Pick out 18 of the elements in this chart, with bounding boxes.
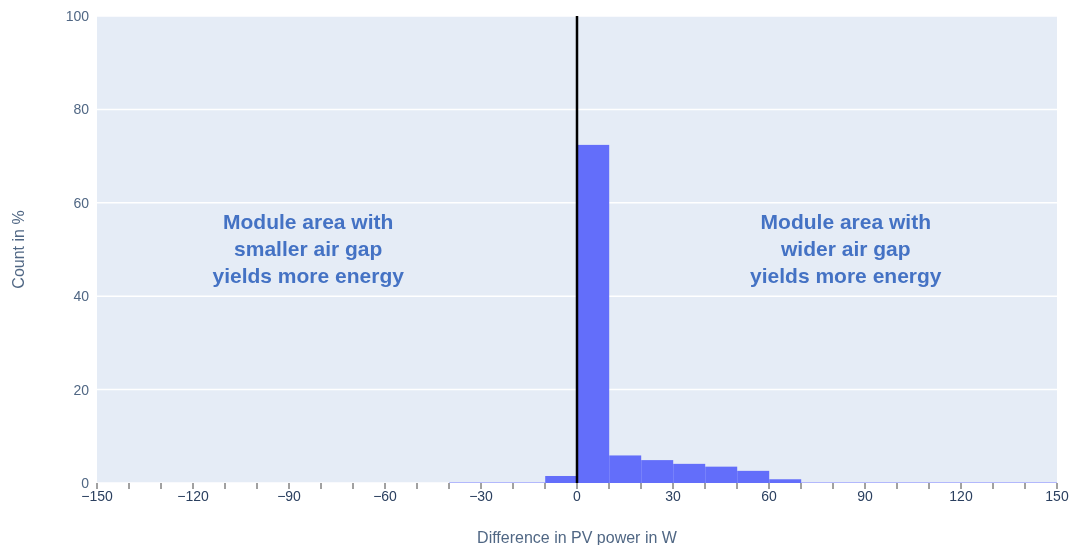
- y-tick-label: 60: [73, 194, 90, 211]
- x-tick-label: 150: [1045, 487, 1069, 504]
- x-tick-label: −120: [177, 487, 209, 504]
- y-tick-label: 40: [73, 288, 90, 305]
- x-tick-label: 120: [949, 487, 973, 504]
- y-axis-title: Count in %: [9, 210, 27, 289]
- y-tick-label: 100: [65, 7, 90, 24]
- x-tick-label: −30: [469, 487, 494, 504]
- x-tick-label: 90: [857, 487, 873, 504]
- y-tick-label: 20: [73, 381, 90, 398]
- annotation: Module area with smaller air gap yields more energy: [211, 209, 405, 289]
- x-tick-label: 30: [665, 487, 681, 504]
- x-tick-label: 60: [761, 487, 777, 504]
- x-tick-label: −90: [277, 487, 302, 504]
- annotation: Module area with wider air gap yields more energy: [749, 209, 943, 289]
- x-tick-label: −60: [373, 487, 398, 504]
- x-tick-label: 0: [573, 487, 582, 504]
- y-tick-label: 80: [73, 101, 90, 118]
